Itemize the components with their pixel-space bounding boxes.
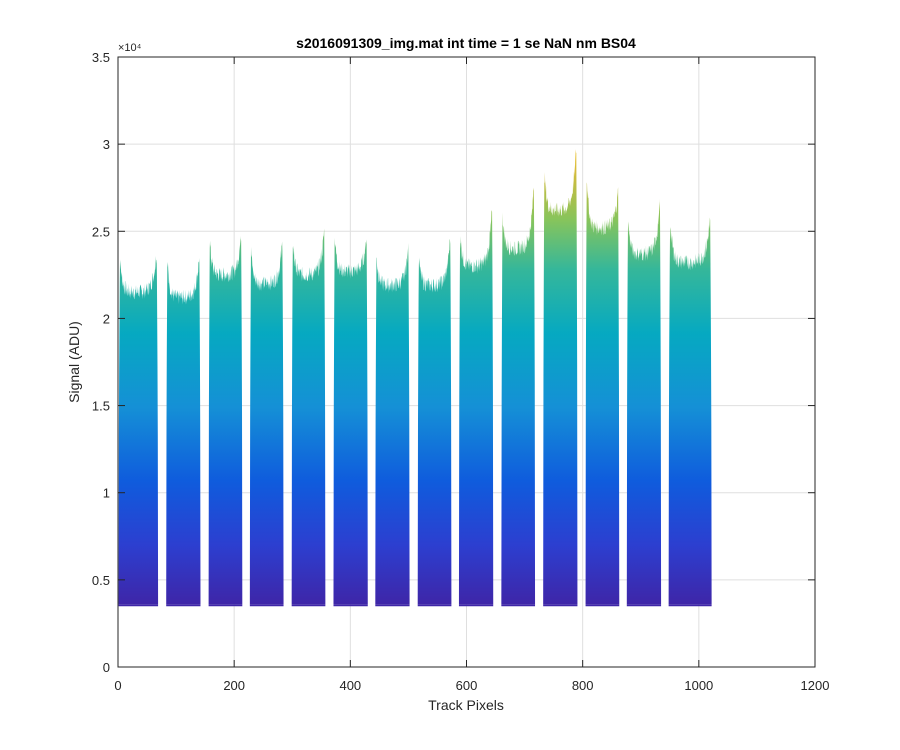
y-tick-label: 1 — [103, 486, 110, 501]
signal-segment-13 — [626, 198, 662, 605]
signal-segment-8 — [417, 238, 452, 605]
signal-segment-9 — [458, 209, 494, 605]
x-tick-label: 200 — [223, 678, 245, 693]
x-tick-label: 800 — [572, 678, 594, 693]
signal-segment-2 — [166, 257, 201, 605]
data-layer — [118, 149, 712, 607]
axis-ticks — [117, 56, 816, 668]
signal-segment-3 — [208, 235, 243, 605]
x-tick-label: 0 — [114, 678, 121, 693]
x-tick-label: 1000 — [684, 678, 713, 693]
y-tick-label: 3.5 — [92, 50, 110, 65]
signal-segment-7 — [375, 243, 410, 605]
y-tick-label: 3 — [103, 137, 110, 152]
y-tick-label: 1.5 — [92, 399, 110, 414]
x-axis-label: Track Pixels — [428, 697, 504, 713]
y-tick-label: 2 — [103, 311, 110, 326]
y-axis-label: Signal (ADU) — [66, 321, 82, 403]
signal-segment-1 — [118, 256, 159, 605]
x-tick-label: 1200 — [801, 678, 830, 693]
x-tick-label: 400 — [339, 678, 361, 693]
signal-segment-5 — [291, 228, 326, 605]
signal-segment-11 — [543, 149, 578, 605]
x-tick-labels: 0 200 400 600 800 1000 1200 — [114, 678, 829, 693]
y-tick-labels: 0 0.5 1 1.5 2 2.5 3 3.5 — [92, 50, 110, 675]
x-tick-label: 600 — [456, 678, 478, 693]
signal-segment-4 — [249, 241, 284, 605]
y-tick-label: 0 — [103, 660, 110, 675]
signal-segment-14 — [668, 217, 712, 605]
signal-segment-10 — [501, 187, 536, 605]
chart-title: s2016091309_img.mat int time = 1 se NaN … — [296, 35, 636, 51]
signal-segment-6 — [333, 237, 368, 605]
y-tick-label: 0.5 — [92, 573, 110, 588]
y-tick-label: 2.5 — [92, 224, 110, 239]
y-exponent-label: ×10⁴ — [118, 42, 142, 54]
signal-segment-12 — [585, 182, 620, 605]
